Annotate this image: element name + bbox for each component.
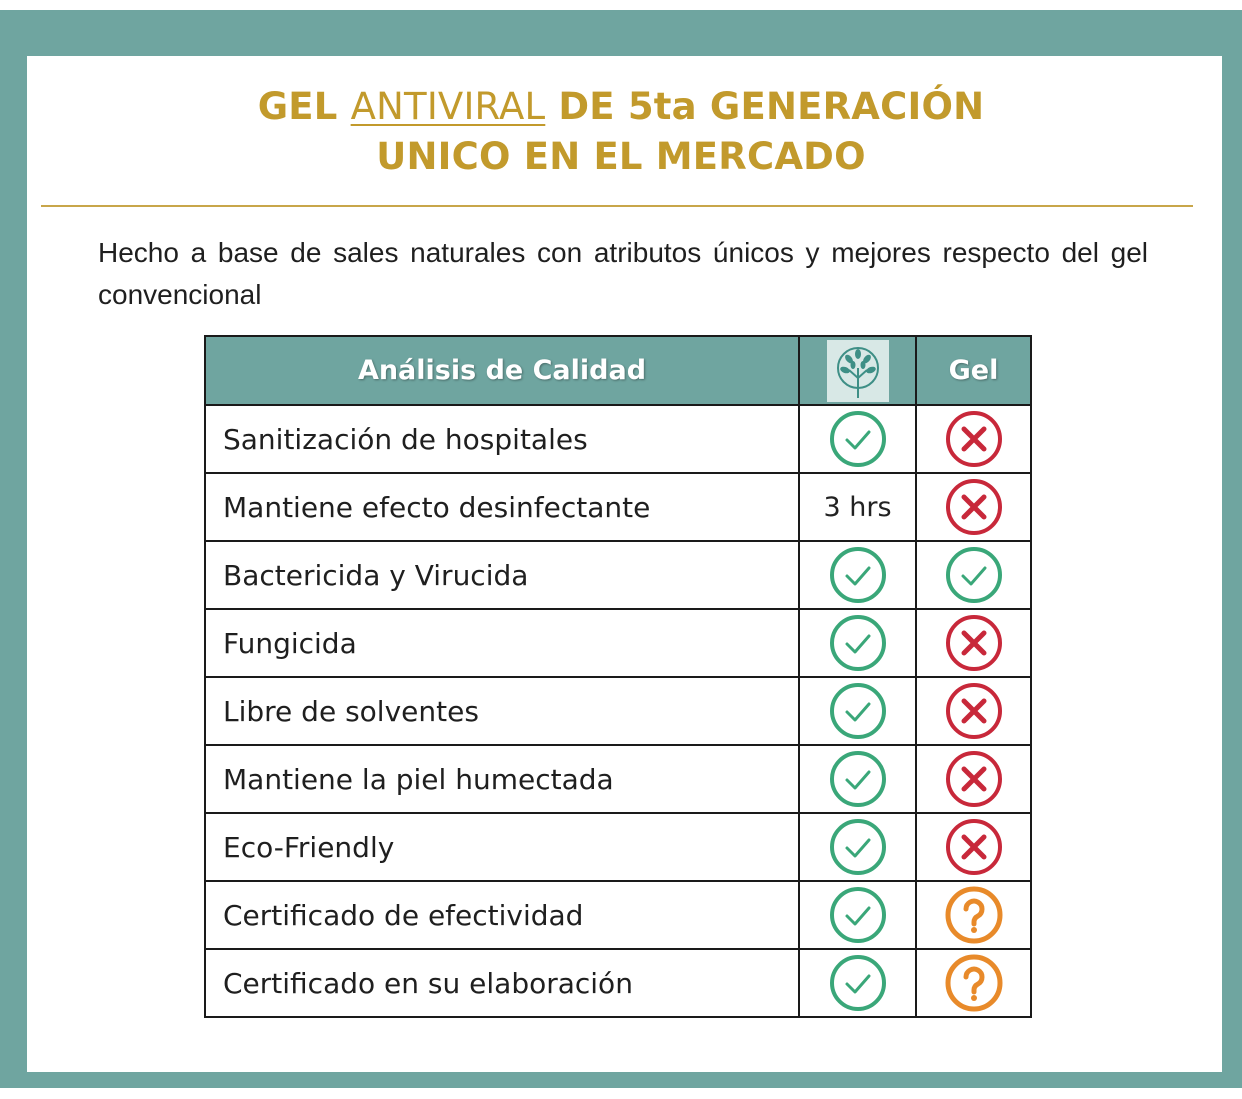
gel-cell [915,540,1032,610]
title-underlined-word: ANTIVIRAL [350,85,546,128]
brand-cell [798,404,917,474]
brand-cell [798,812,917,882]
gel-cell [915,676,1032,746]
check-icon [829,887,886,943]
page-title: GEL ANTIVIRAL DE 5ta GENERACIÓN UNICO EN… [0,82,1242,182]
brand-cell [798,676,917,746]
intro-paragraph: Hecho a base de sales naturales con atri… [98,237,1148,310]
cross-icon [945,751,1002,807]
header-criteria: Análisis de Calidad [204,335,800,406]
title-prefix: GEL [257,85,351,128]
check-icon [829,547,886,603]
question-icon [945,886,1002,944]
brand-cell: 3 hrs [798,472,917,542]
brand-cell [798,948,917,1018]
table-row: Mantiene efecto desinfectante 3 hrs [204,472,1032,542]
gel-cell [915,812,1032,882]
tree-logo-icon [826,339,889,402]
row-label: Certificado en su elaboración [204,948,800,1018]
check-icon [829,615,886,671]
table-row: Certificado en su elaboración [204,948,1032,1018]
gel-cell [915,744,1032,814]
row-label: Libre de solventes [204,676,800,746]
quality-comparison-table: Análisis de Calidad [204,335,1032,1018]
title-line-1: GEL ANTIVIRAL DE 5ta GENERACIÓN [0,82,1242,132]
table-row: Mantiene la piel humectada [204,744,1032,814]
row-label: Certificado de efectividad [204,880,800,950]
header-gel: Gel [915,335,1032,406]
question-icon [945,954,1002,1012]
cross-icon [945,615,1002,671]
brand-cell [798,744,917,814]
brand-cell [798,608,917,678]
brand-cell [798,540,917,610]
row-label: Mantiene efecto desinfectante [204,472,800,542]
row-label: Sanitización de hospitales [204,404,800,474]
check-icon [945,547,1002,603]
row-label: Eco-Friendly [204,812,800,882]
table-row: Fungicida [204,608,1032,678]
check-icon [829,955,886,1011]
gel-cell [915,880,1032,950]
table-row: Eco-Friendly [204,812,1032,882]
row-label: Mantiene la piel humectada [204,744,800,814]
brand-cell [798,880,917,950]
table-row: Libre de solventes [204,676,1032,746]
gel-cell [915,948,1032,1018]
cross-icon [945,411,1002,467]
gel-cell [915,608,1032,678]
table-header-row: Análisis de Calidad [204,335,1032,406]
row-label: Fungicida [204,608,800,678]
brand-value: 3 hrs [823,491,892,523]
table-row: Bactericida y Virucida [204,540,1032,610]
cross-icon [945,479,1002,535]
gel-cell [915,404,1032,474]
check-icon [829,751,886,807]
cross-icon [945,819,1002,875]
header-brand [798,335,917,406]
title-divider [41,205,1193,207]
check-icon [829,819,886,875]
cross-icon [945,683,1002,739]
check-icon [829,411,886,467]
table-row: Certificado de efectividad [204,880,1032,950]
title-line-2: UNICO EN EL MERCADO [376,135,866,178]
title-suffix: DE 5ta GENERACIÓN [545,85,985,128]
gel-cell [915,472,1032,542]
check-icon [829,683,886,739]
table-row: Sanitización de hospitales [204,404,1032,474]
row-label: Bactericida y Virucida [204,540,800,610]
